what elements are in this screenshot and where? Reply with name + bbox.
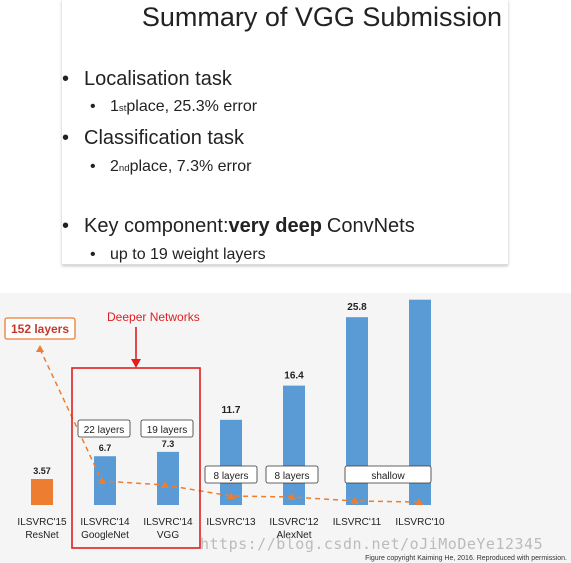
shallow-layers-box (344, 465, 432, 484)
category-sublabel-1: GoogleNet (81, 530, 129, 541)
trend-marker-4 (288, 493, 296, 500)
zf-layers-label: 8 layers (213, 471, 248, 482)
category-label-6: ILSVRC'10 (395, 517, 445, 528)
bar-3 (220, 419, 242, 505)
bar-value-label-5: 25.8 (347, 302, 367, 313)
bar-5 (346, 317, 368, 505)
category-label-3: ILSVRC'13 (206, 517, 256, 528)
bullet-key-component: • Key component: very deep ConvNets (62, 215, 415, 237)
vgg-layers-label: 19 layers (147, 425, 188, 436)
watermark: https://blog.csdn.net/oJiMoDeYe12345 (200, 535, 544, 553)
googlenet-layers-label: 22 layers (84, 425, 125, 436)
category-label-5: ILSVRC'11 (333, 517, 382, 528)
bar-value-label-1: 6.7 (99, 443, 112, 453)
bar-2 (157, 451, 179, 505)
bar-6 (409, 299, 431, 505)
bar-value-label-4: 16.4 (284, 371, 304, 382)
bar-value-label-2: 7.3 (162, 439, 175, 449)
category-label-4: ILSVRC'12 (269, 517, 319, 528)
category-sublabel-4: AlexNet (276, 530, 311, 541)
slide-divider (62, 264, 508, 265)
bullet-dot-icon: • (62, 127, 70, 149)
bullet-classification: • Classification task (62, 127, 245, 149)
alexnet-layers-box (265, 465, 319, 484)
bullet-dot-icon: • (62, 215, 70, 237)
googlenet-layers-box (77, 419, 131, 438)
arrow-head-icon (131, 359, 141, 368)
shallow-layers-label: shallow (371, 471, 405, 482)
zf-layers-box (204, 465, 258, 484)
resnet-layers-box (4, 317, 76, 340)
bullet-dot-icon: • (90, 98, 96, 115)
bar-0 (31, 479, 53, 505)
trend-marker-3 (227, 492, 235, 499)
bar-value-label-0: 3.57 (33, 466, 51, 476)
slide-panel: Summary of VGG Submission • Localisation… (62, 0, 508, 265)
trend-marker-6 (415, 498, 423, 505)
chart-canvas: 3.57 ILSVRC'15 ResNet 6.7 ILSVRC'14 GoogleNet… (4, 293, 445, 549)
category-label-1: ILSVRC'14 (80, 517, 130, 528)
resnet-layers-label: 152 layers (11, 322, 69, 336)
figure-credit: Figure copyright Kaiming He, 2016. Repro… (365, 555, 567, 562)
sub-bullet-weight-layers: • up to 19 weight layers (90, 246, 266, 263)
bullet-dot-icon: • (90, 246, 96, 263)
category-label-2: ILSVRC'14 (143, 517, 193, 528)
ilsvrc-error-chart: 3.57 ILSVRC'15 ResNet 6.7 ILSVRC'14 GoogleNet… (0, 293, 571, 563)
category-sublabel-2: VGG (157, 530, 179, 541)
bullet-dot-icon: • (62, 68, 70, 90)
bar-value-label-3: 11.7 (222, 405, 241, 416)
bullet-dot-icon: • (90, 158, 96, 175)
bar-4 (283, 385, 305, 505)
alexnet-layers-label: 8 layers (274, 471, 309, 482)
vgg-layers-box (140, 419, 194, 438)
trend-marker-5 (351, 497, 359, 504)
trend-marker-2 (161, 481, 169, 488)
trend-marker-1 (98, 477, 106, 484)
trend-marker-0 (36, 345, 44, 352)
bullet-localisation: • Localisation task (62, 68, 232, 90)
deeper-networks-label: Deeper Networks (107, 310, 200, 324)
category-sublabel-0: ResNet (25, 530, 59, 541)
category-label-0: ILSVRC'15 (17, 517, 67, 528)
bar-value-label-6: 28.2 (410, 293, 430, 296)
slide-title: Summary of VGG Submission (141, 2, 502, 32)
